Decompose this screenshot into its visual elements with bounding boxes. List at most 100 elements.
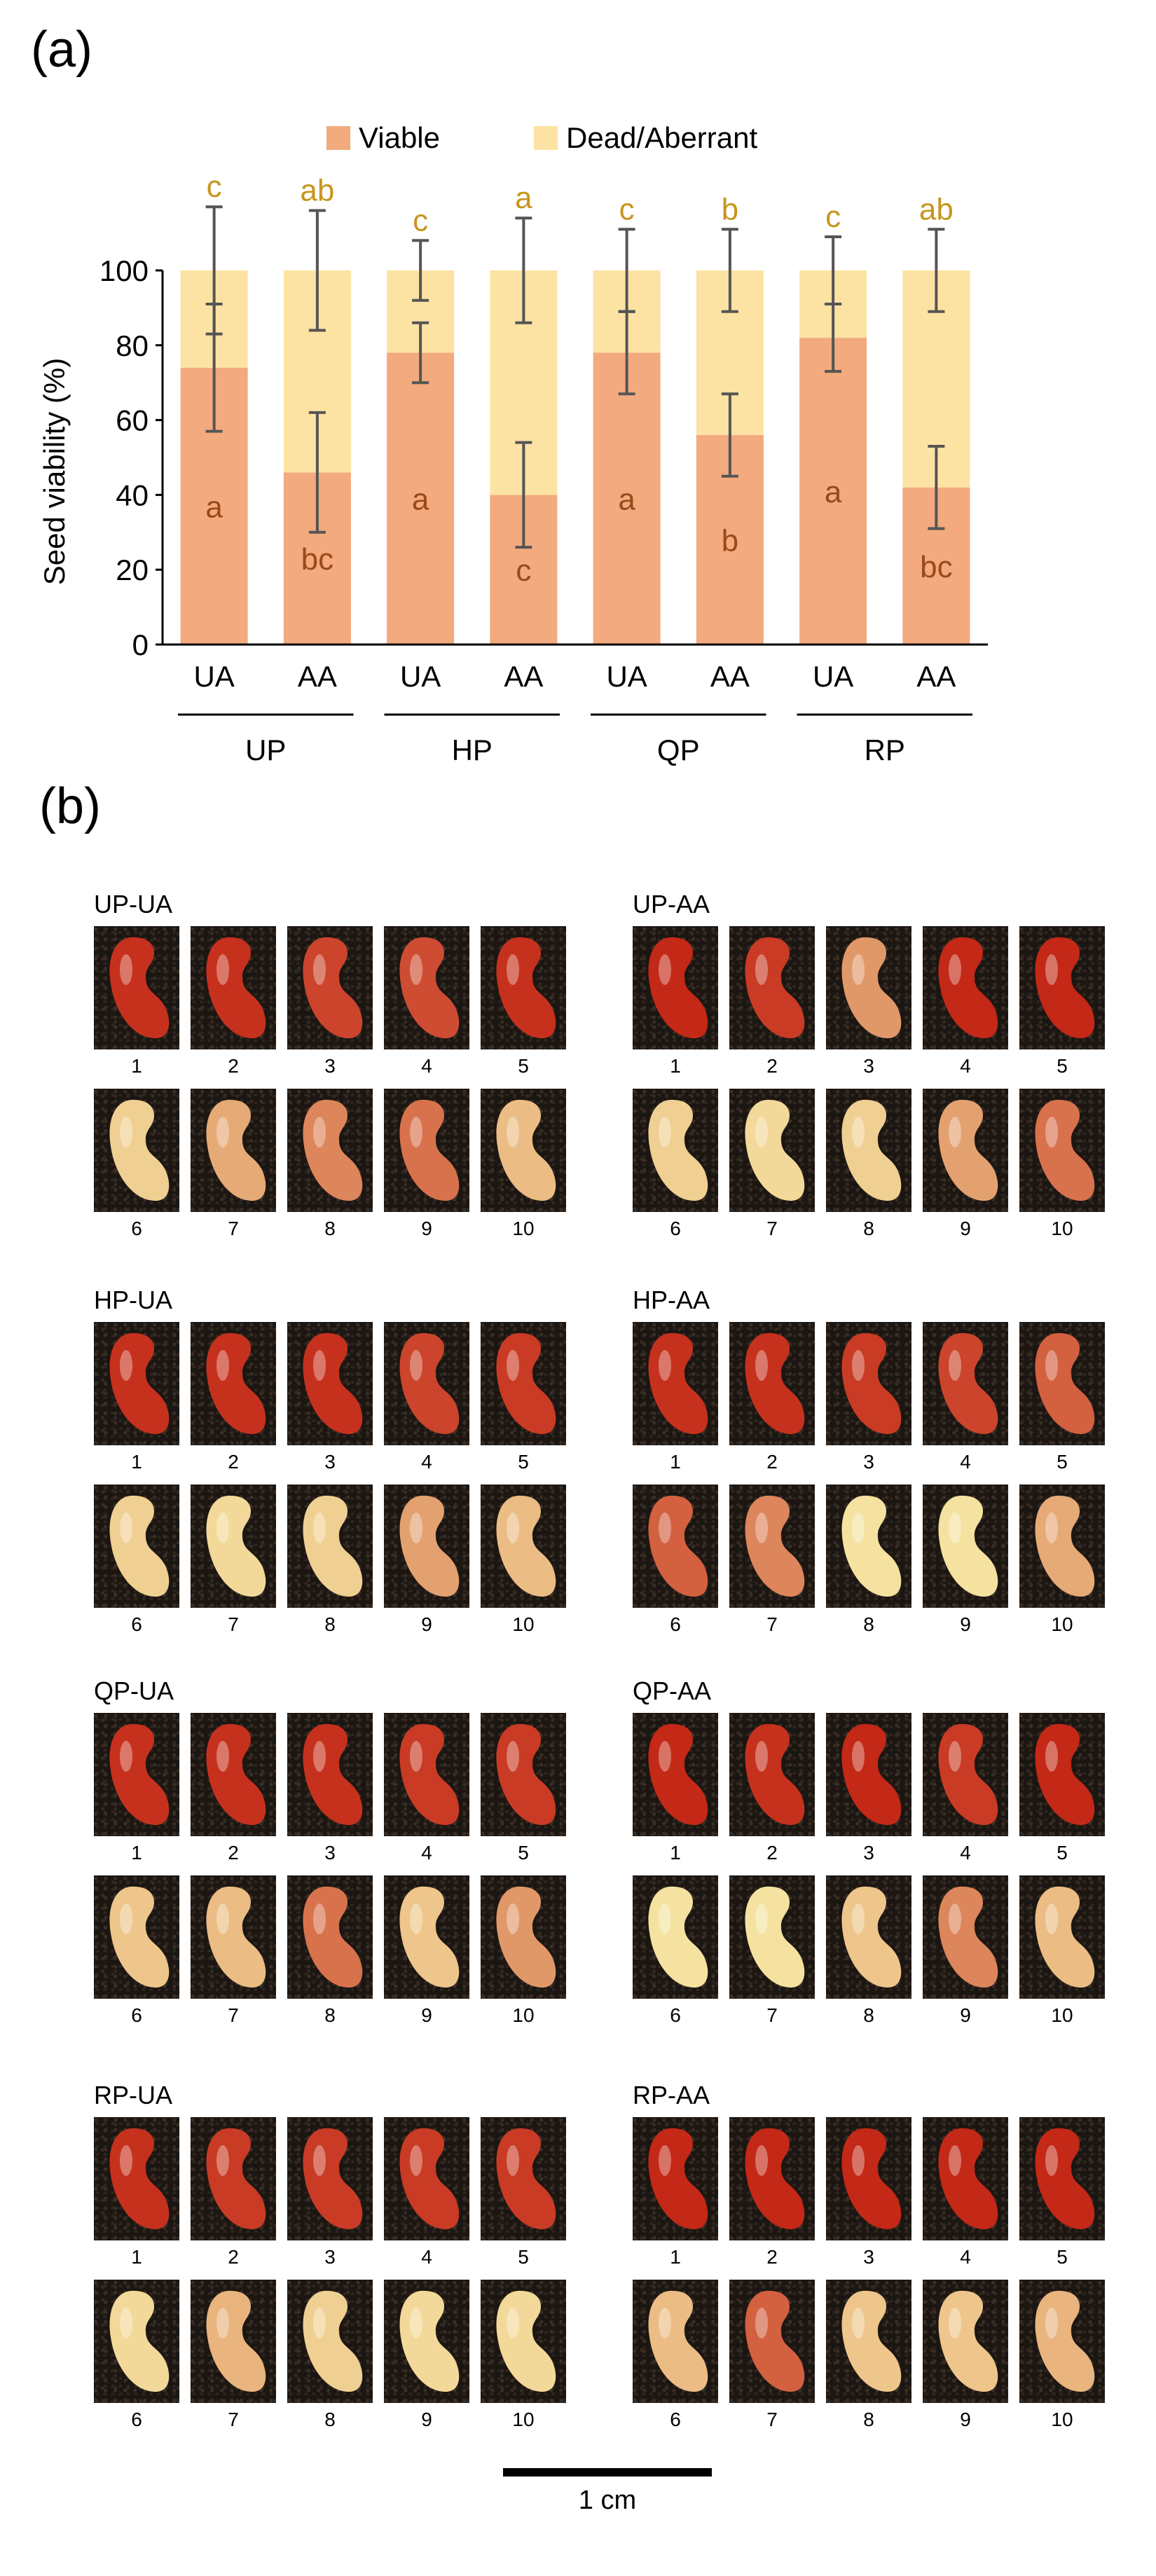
seed-body	[303, 937, 363, 1038]
seed-image	[826, 2280, 911, 2403]
seed-tile: 4	[923, 2117, 1008, 2268]
seed-shape	[109, 1495, 170, 1597]
seed-number: 1	[131, 2246, 142, 2268]
seed-body	[648, 1723, 708, 1825]
seed-shape	[496, 1332, 556, 1434]
seed-shape	[648, 2128, 708, 2229]
seed-highlight	[852, 1117, 865, 1148]
seed-shape	[109, 1099, 170, 1201]
seed-body	[399, 937, 460, 1038]
seed-tile: 8	[287, 1485, 373, 1636]
seed-highlight	[659, 1741, 671, 1772]
panel-a-label: (a)	[31, 22, 92, 78]
seed-image	[287, 1713, 373, 1836]
seed-tile: 9	[384, 2280, 469, 2431]
seed-image	[1019, 2117, 1105, 2240]
seed-tile: 3	[287, 1322, 373, 1473]
seed-highlight	[507, 1513, 519, 1543]
seed-shape	[938, 2290, 998, 2392]
seed-image	[94, 926, 179, 1049]
seed-body	[206, 1099, 266, 1201]
seed-row: 1 2 3 4 5	[633, 2117, 1116, 2268]
seed-body	[303, 2128, 363, 2229]
seed-highlight	[313, 1350, 326, 1381]
seed-row: 1 2 3 4 5	[94, 926, 577, 1077]
seed-highlight	[659, 2308, 671, 2339]
seed-image	[1019, 1875, 1105, 1999]
group-label: HP	[452, 733, 493, 766]
seed-image	[729, 1089, 815, 1212]
seed-tile: 7	[191, 2280, 276, 2431]
seed-highlight	[755, 1903, 768, 1934]
dead-significance-letter: a	[515, 181, 532, 215]
seed-body	[841, 937, 902, 1038]
seed-image	[923, 1875, 1008, 1999]
seed-body	[648, 2290, 708, 2392]
x-tick-label: UA	[193, 660, 234, 693]
seed-shape	[938, 2128, 998, 2229]
group-label: RP	[865, 733, 905, 766]
seed-tile: 6	[94, 1485, 179, 1636]
seed-tile: 6	[94, 1875, 179, 2027]
seed-row: 6 7 8 9 10	[633, 2280, 1116, 2431]
seed-tile: 1	[633, 2117, 718, 2268]
seed-tile: 6	[633, 1485, 718, 1636]
seed-number: 4	[421, 1842, 432, 1864]
seed-number: 4	[421, 2246, 432, 2268]
seed-image	[287, 1322, 373, 1445]
seed-row: 1 2 3 4 5	[633, 1713, 1116, 1864]
seed-number: 2	[766, 1451, 778, 1473]
seed-shape	[841, 1099, 902, 1201]
seed-body	[206, 937, 266, 1038]
seed-highlight	[1045, 1350, 1058, 1381]
seed-image	[1019, 1485, 1105, 1608]
seed-shape	[109, 1886, 170, 1988]
seed-image	[481, 926, 566, 1049]
seed-tile: 9	[923, 1875, 1008, 2027]
seed-image	[94, 2117, 179, 2240]
seed-body	[648, 2128, 708, 2229]
seed-number: 10	[1051, 1218, 1073, 1239]
seed-number: 9	[960, 2004, 971, 2026]
panel-b-label: (b)	[39, 778, 101, 834]
seed-body	[303, 1332, 363, 1434]
seed-number: 5	[1057, 1451, 1068, 1473]
seed-body	[399, 2290, 460, 2392]
seed-highlight	[755, 1513, 768, 1543]
seed-tile: 5	[1019, 1322, 1105, 1473]
seed-body	[303, 1495, 363, 1597]
seed-image	[287, 2117, 373, 2240]
seed-image	[633, 1875, 718, 1999]
seed-image	[481, 2117, 566, 2240]
seed-image	[384, 1089, 469, 1212]
seed-image	[481, 1322, 566, 1445]
seed-image	[633, 2280, 718, 2403]
seed-tile: 7	[729, 1485, 815, 1636]
seed-body	[303, 1886, 363, 1988]
seed-number: 7	[228, 1218, 239, 1239]
seed-image	[633, 1322, 718, 1445]
seed-tile: 10	[1019, 1875, 1105, 2027]
seed-highlight	[313, 2145, 326, 2176]
seed-highlight	[1045, 2308, 1058, 2339]
seed-body	[841, 2128, 902, 2229]
seed-number: 2	[228, 1451, 239, 1473]
seed-shape	[496, 1099, 556, 1201]
seed-shape	[841, 937, 902, 1038]
seed-shape	[303, 937, 363, 1038]
seed-body	[745, 1332, 805, 1434]
seed-body	[399, 1332, 460, 1434]
seed-body	[303, 2290, 363, 2392]
seed-number: 1	[670, 2246, 681, 2268]
seed-number: 2	[766, 2246, 778, 2268]
seed-shape	[303, 1886, 363, 1988]
seed-number: 5	[518, 1842, 529, 1864]
seed-tile: 3	[287, 926, 373, 1077]
seed-image	[384, 2280, 469, 2403]
viable-bar	[593, 352, 661, 645]
seed-row: 6 7 8 9 10	[94, 1089, 577, 1240]
seed-image	[923, 1322, 1008, 1445]
seed-number: 1	[670, 1842, 681, 1864]
seed-number: 3	[324, 2246, 336, 2268]
seed-number: 3	[863, 2246, 874, 2268]
